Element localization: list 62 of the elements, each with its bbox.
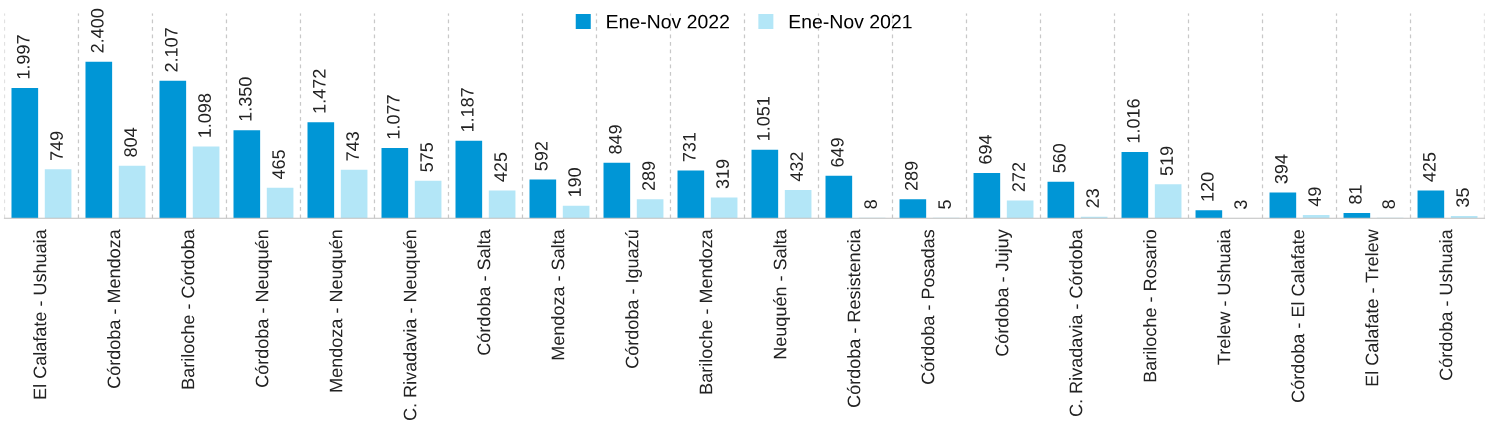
x-tick-label: Trelew - Ushuaia — [1217, 229, 1231, 365]
data-label: 575 — [420, 142, 433, 172]
x-tick-label: C. Rivadavia - Neuquén — [402, 230, 420, 421]
data-label: 731 — [682, 132, 696, 162]
data-label: 592 — [534, 142, 548, 171]
data-label: 394 — [1274, 154, 1288, 184]
data-label: 425 — [1422, 152, 1436, 182]
data-label: 1.051 — [756, 97, 770, 140]
data-label: 560 — [1052, 143, 1066, 173]
data-label: 1.187 — [460, 88, 474, 132]
data-label: 1.350 — [238, 77, 252, 121]
data-label: 23 — [1086, 189, 1099, 208]
x-tick-label: Córdoba - Neuquén — [254, 230, 272, 387]
x-tick-label: El Calafate - Trelew — [1365, 229, 1379, 386]
legend-label: Ene-Nov 2022 — [607, 14, 729, 29]
data-label: 3 — [1234, 200, 1247, 209]
x-tick-label: Córdoba - Posadas — [920, 229, 935, 384]
data-label: 272 — [1012, 162, 1025, 192]
x-tick-label: Córdoba - Ushuaia — [1438, 229, 1453, 380]
x-tick-label: Mendoza - Salta — [551, 229, 565, 360]
data-label: 8 — [1382, 200, 1396, 209]
data-label: 432 — [790, 152, 803, 182]
data-label: 2.400 — [90, 8, 104, 53]
data-label: 749 — [50, 131, 63, 161]
data-label: 743 — [346, 132, 359, 161]
data-label: 1.016 — [1126, 99, 1140, 143]
data-label: 1.997 — [16, 35, 30, 79]
data-label: 804 — [124, 127, 137, 157]
x-tick-label: El Calafate - Ushuaia — [33, 229, 47, 399]
x-tick-label: Bariloche - Córdoba — [180, 229, 195, 389]
x-tick-label: Mendoza - Neuquén — [328, 230, 346, 392]
data-label: 120 — [1200, 172, 1214, 201]
data-label: 849 — [608, 125, 622, 154]
x-tick-label: Córdoba - Mendoza — [106, 229, 121, 388]
data-label: 319 — [716, 159, 729, 189]
data-label: 1.472 — [312, 69, 326, 113]
data-label: 465 — [272, 150, 285, 180]
data-label: 2.107 — [164, 28, 178, 72]
x-tick-label: Córdoba - Resistencia — [846, 229, 861, 407]
x-tick-label: Córdoba - Jujuy — [994, 229, 1013, 356]
data-label: 289 — [904, 161, 918, 191]
data-label: 35 — [1456, 188, 1470, 207]
x-tick-label: C. Rivadavia - Córdoba — [1068, 229, 1083, 417]
legend-label: Ene-Nov 2021 — [789, 14, 912, 29]
data-label: 81 — [1348, 185, 1362, 204]
data-label: 190 — [568, 168, 581, 197]
data-label: 425 — [494, 152, 507, 182]
x-tick-label: Bariloche - Mendoza — [699, 229, 713, 394]
x-tick-label: Córdoba - Salta — [476, 229, 491, 355]
data-label: 694 — [978, 135, 992, 164]
data-label: 49 — [1308, 187, 1321, 207]
data-label: 8 — [864, 200, 877, 209]
x-tick-label: Neuquén - Salta — [772, 229, 791, 359]
x-tick-label: Bariloche - Rosario — [1143, 230, 1157, 382]
data-label: 1.077 — [386, 95, 400, 139]
data-label: 5 — [938, 200, 951, 209]
data-label: 1.098 — [198, 93, 211, 137]
data-label: 289 — [642, 161, 655, 191]
data-label: 519 — [1160, 146, 1173, 176]
x-tick-label: Córdoba - Iguazú — [624, 230, 642, 368]
data-label: 649 — [830, 138, 844, 167]
x-tick-label: Córdoba - El Calafate — [1290, 230, 1305, 402]
